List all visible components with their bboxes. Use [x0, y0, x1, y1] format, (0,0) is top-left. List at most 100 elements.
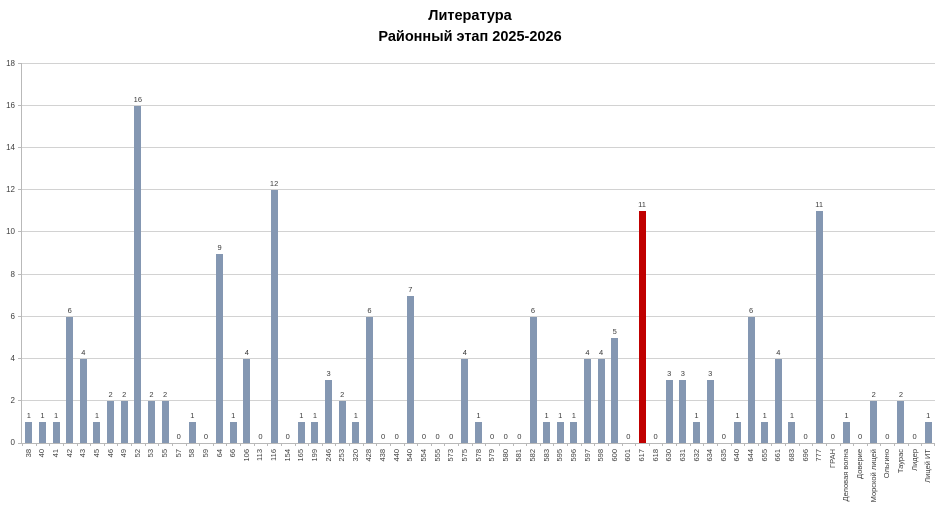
x-axis-tick-mark — [212, 443, 214, 446]
x-axis-tick-label: 655 — [759, 449, 769, 462]
x-axis-tick-mark — [458, 443, 460, 446]
bar — [597, 358, 605, 443]
x-axis-tick-mark — [567, 443, 569, 446]
x-axis-tick-mark — [253, 443, 255, 446]
x-axis-tick-label: 555 — [432, 449, 442, 462]
x-axis-tick-mark — [635, 443, 637, 446]
x-axis-tick-label: 40 — [37, 449, 47, 458]
x-axis-tick-mark — [771, 443, 773, 446]
x-axis-tick-label: Таурас — [895, 449, 905, 474]
x-axis-tick-mark — [267, 443, 269, 446]
bar — [584, 358, 591, 443]
x-axis-tick-mark — [417, 443, 419, 446]
x-axis-tick-label: Морской лицей — [868, 449, 878, 503]
x-axis-tick-mark — [199, 443, 201, 446]
x-axis-tick-label: 428 — [364, 449, 374, 462]
bar — [761, 421, 769, 443]
x-axis-tick-label: 618 — [650, 449, 660, 462]
x-axis-tick-mark — [662, 443, 664, 446]
x-axis-tick-mark — [716, 443, 718, 446]
bar-value-label: 2 — [340, 389, 345, 399]
x-axis-tick-mark — [171, 443, 173, 446]
y-axis-tick-label: 8 — [10, 269, 15, 279]
x-axis-tick-mark — [934, 443, 935, 446]
bar-value-label: 3 — [667, 368, 672, 378]
x-axis-tick-mark — [485, 443, 487, 446]
x-axis-tick-label: 554 — [418, 449, 428, 462]
bar — [134, 106, 142, 443]
bar-value-label: 1 — [190, 410, 195, 420]
bar — [229, 421, 237, 443]
x-axis-tick-label: 581 — [514, 449, 524, 462]
bar-value-label: 0 — [912, 432, 917, 441]
x-axis-tick-label: 640 — [732, 449, 742, 462]
bar-value-label: 6 — [748, 305, 754, 315]
x-axis-tick-label: 601 — [623, 449, 633, 462]
gridline — [22, 231, 935, 233]
x-axis-tick-label: 578 — [473, 449, 483, 462]
gridline — [22, 357, 935, 359]
x-axis-line — [21, 443, 935, 444]
bar-value-label: 1 — [558, 410, 563, 420]
gridline — [22, 315, 935, 317]
bar-value-label: 1 — [312, 410, 318, 420]
bar-value-label: 1 — [789, 410, 794, 420]
x-axis-tick-mark — [376, 443, 378, 446]
bar — [52, 421, 60, 443]
x-axis-tick-mark — [689, 443, 691, 446]
bar — [733, 421, 741, 443]
x-axis-tick-label: 57 — [173, 449, 183, 458]
y-axis-line — [21, 64, 22, 443]
y-axis-tick-mark — [18, 315, 22, 317]
x-axis-tick-mark — [117, 443, 119, 446]
x-axis-tick-label: 246 — [323, 449, 333, 462]
bar-value-label: 0 — [285, 432, 290, 441]
bar — [243, 358, 251, 443]
x-axis-tick-mark — [853, 443, 855, 446]
bar — [543, 421, 551, 443]
bar — [529, 316, 537, 443]
bar — [556, 421, 564, 443]
y-axis-tick-mark — [18, 399, 22, 401]
bar — [815, 211, 823, 443]
x-axis-tick-mark — [594, 443, 596, 446]
bar-value-label: 1 — [476, 410, 481, 420]
bar-value-label: 0 — [490, 432, 495, 441]
bar — [79, 358, 87, 443]
bar-value-label: 0 — [517, 432, 522, 441]
x-axis-tick-label: 49 — [119, 449, 129, 458]
bar-value-label: 1 — [53, 410, 59, 420]
x-axis-tick-mark — [512, 443, 514, 446]
bar-value-label: 9 — [217, 242, 222, 252]
x-axis-tick-mark — [676, 443, 678, 446]
bar — [188, 421, 196, 443]
bar — [924, 421, 932, 443]
bar — [679, 379, 687, 443]
bar — [461, 358, 469, 443]
x-axis-tick-label: Лицей ИТ — [923, 449, 933, 483]
x-axis-tick-label: 580 — [500, 449, 510, 462]
bar — [120, 400, 128, 443]
y-axis-tick-label: 12 — [6, 185, 15, 195]
y-axis-tick-label: 16 — [6, 101, 15, 111]
bar — [161, 400, 169, 443]
x-axis-tick-mark — [839, 443, 841, 446]
x-axis-tick-label: 634 — [705, 449, 715, 462]
x-axis-tick-mark — [607, 443, 609, 446]
bar — [842, 421, 850, 443]
y-axis-tick-label: 18 — [6, 59, 15, 68]
x-axis-tick-label: 116 — [269, 449, 279, 461]
bar-value-label: 0 — [258, 432, 263, 441]
x-axis-tick-mark — [144, 443, 146, 446]
bar-value-label: 6 — [67, 305, 72, 315]
bar-value-label: 1 — [40, 410, 45, 420]
x-axis-tick-mark — [880, 443, 882, 446]
bar-value-label: 2 — [149, 389, 154, 399]
bar — [747, 316, 755, 443]
x-axis-tick-label: 165 — [296, 449, 306, 462]
y-axis-tick-mark — [18, 443, 22, 444]
bar-value-label: 0 — [721, 432, 726, 441]
x-axis-tick-label: 154 — [282, 449, 292, 462]
x-axis-tick-label: 579 — [487, 449, 497, 462]
bar — [93, 421, 101, 443]
